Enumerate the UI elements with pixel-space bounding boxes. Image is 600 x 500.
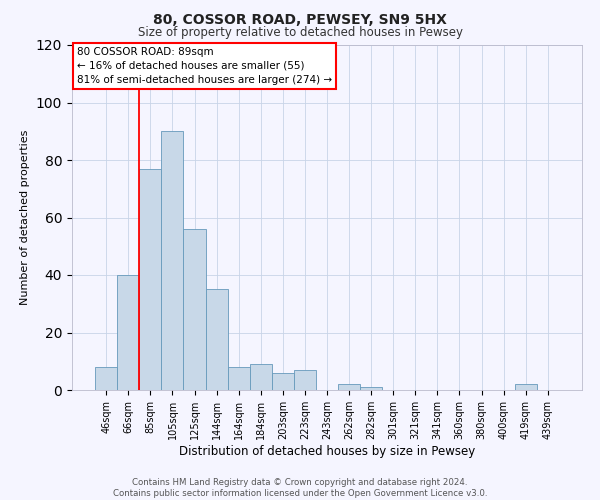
Text: Size of property relative to detached houses in Pewsey: Size of property relative to detached ho…	[137, 26, 463, 39]
Bar	[184, 229, 206, 390]
Bar	[272, 373, 294, 390]
Bar	[227, 367, 250, 390]
Text: 80, COSSOR ROAD, PEWSEY, SN9 5HX: 80, COSSOR ROAD, PEWSEY, SN9 5HX	[153, 12, 447, 26]
Bar	[95, 367, 117, 390]
Bar	[250, 364, 272, 390]
Bar	[294, 370, 316, 390]
Y-axis label: Number of detached properties: Number of detached properties	[20, 130, 31, 305]
Bar	[206, 290, 227, 390]
Bar	[360, 387, 382, 390]
Text: Contains HM Land Registry data © Crown copyright and database right 2024.
Contai: Contains HM Land Registry data © Crown c…	[113, 478, 487, 498]
X-axis label: Distribution of detached houses by size in Pewsey: Distribution of detached houses by size …	[179, 444, 475, 458]
Bar	[515, 384, 537, 390]
Text: 80 COSSOR ROAD: 89sqm
← 16% of detached houses are smaller (55)
81% of semi-deta: 80 COSSOR ROAD: 89sqm ← 16% of detached …	[77, 46, 332, 84]
Bar	[139, 168, 161, 390]
Bar	[338, 384, 360, 390]
Bar	[161, 131, 184, 390]
Bar	[117, 275, 139, 390]
